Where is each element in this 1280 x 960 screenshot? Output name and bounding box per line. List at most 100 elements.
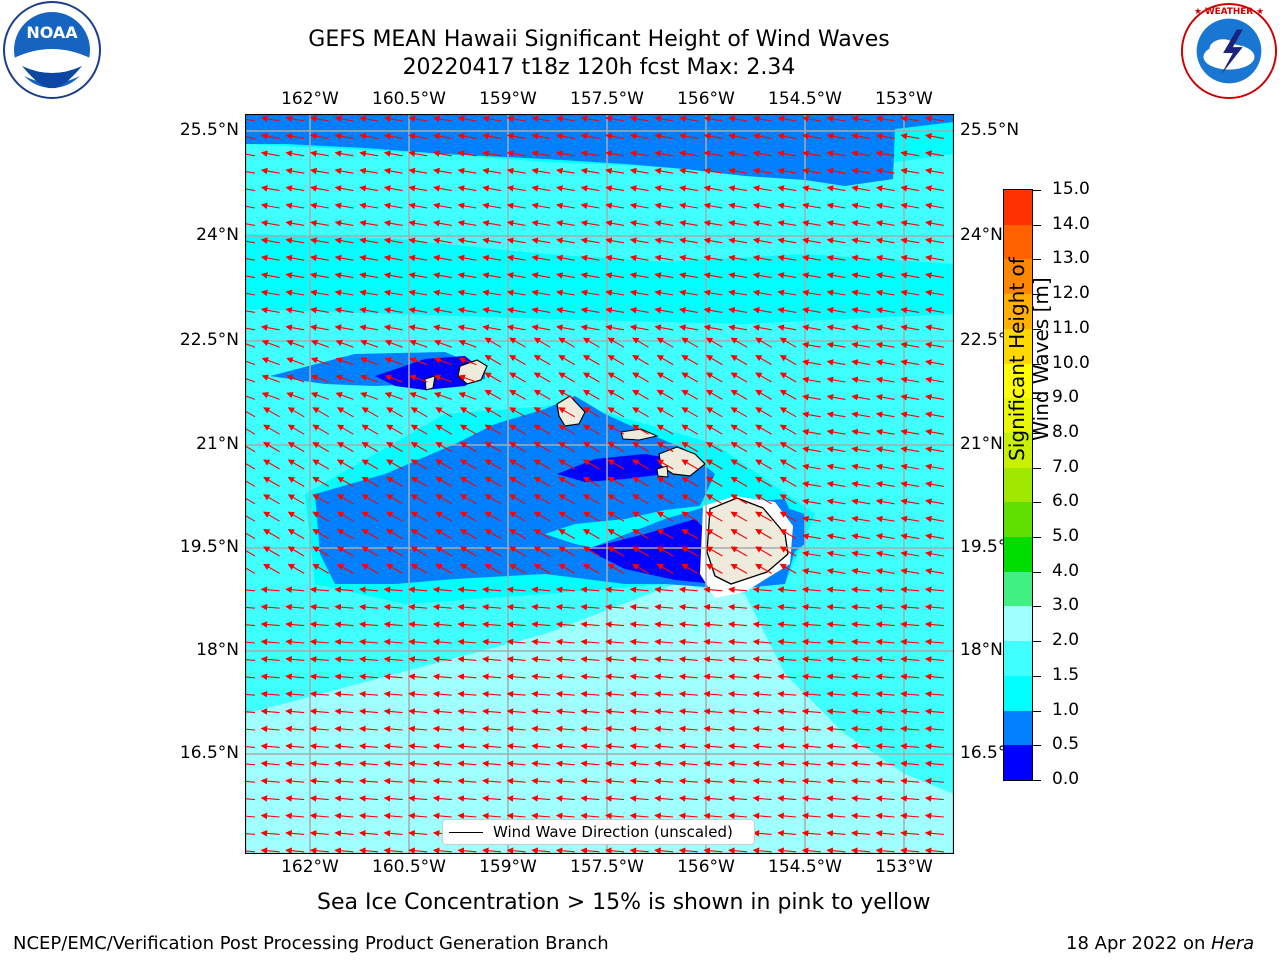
wind-wave-arrow: [629, 185, 649, 192]
wind-wave-arrow: [285, 708, 305, 715]
wind-wave-arrow: [506, 656, 526, 663]
wind-wave-arrow: [260, 621, 280, 628]
wind-wave-arrow: [605, 289, 625, 297]
wind-wave-arrow: [383, 603, 403, 611]
wind-wave-arrow: [312, 407, 330, 418]
wind-wave-arrow: [779, 511, 797, 522]
wind-wave-arrow: [531, 202, 551, 210]
wind-wave-arrow: [506, 586, 526, 593]
wind-wave-arrow: [705, 372, 723, 383]
colorbar-tick-label: 8.0: [1052, 421, 1080, 442]
wind-wave-arrow: [334, 115, 354, 123]
wind-wave-arrow: [728, 202, 748, 210]
wind-wave-arrow: [605, 132, 625, 140]
wind-wave-arrow: [801, 638, 821, 646]
wind-wave-arrow: [481, 621, 502, 628]
wind-wave-arrow: [260, 237, 280, 244]
wind-wave-arrow: [632, 511, 649, 522]
wind-wave-arrow: [558, 459, 576, 470]
wind-wave-arrow: [801, 393, 821, 401]
wind-wave-arrow: [558, 494, 576, 505]
wind-wave-arrow: [580, 132, 600, 140]
wind-wave-arrow: [334, 324, 354, 331]
wind-wave-arrow: [408, 743, 428, 750]
wind-wave-arrow: [728, 272, 748, 279]
wind-wave-arrow: [309, 656, 329, 663]
wind-wave-arrow: [728, 167, 748, 175]
wind-wave-arrow: [678, 185, 698, 192]
wind-wave-arrow: [558, 424, 576, 435]
wind-wave-arrow: [555, 708, 575, 715]
wind-wave-arrow: [681, 337, 699, 348]
legend-line-swatch: [449, 832, 483, 833]
wind-wave-arrow: [801, 498, 821, 505]
wind-wave-arrow: [336, 563, 354, 574]
wind-wave-arrow: [312, 529, 330, 540]
wind-wave-arrow: [924, 150, 944, 157]
wind-wave-arrow: [531, 219, 551, 227]
wind-wave-arrow: [605, 150, 625, 157]
wind-wave-arrow: [555, 656, 575, 663]
wind-wave-arrow: [604, 725, 625, 733]
wind-wave-arrow: [531, 586, 551, 593]
wind-wave-arrow: [777, 656, 797, 663]
wind-wave-arrow: [555, 289, 575, 297]
wind-wave-arrow: [875, 690, 895, 698]
wind-wave-arrow: [851, 411, 871, 418]
wind-wave-arrow: [285, 586, 305, 593]
wind-wave-arrow: [245, 424, 256, 435]
wind-wave-arrow: [260, 690, 280, 698]
wind-wave-arrow: [410, 494, 428, 505]
wind-wave-arrow: [851, 393, 871, 401]
wind-wave-arrow: [826, 515, 846, 523]
wind-wave-arrow: [678, 621, 698, 628]
wind-wave-arrow: [777, 115, 797, 123]
wind-wave-arrow: [607, 389, 625, 400]
wind-wave-arrow: [582, 355, 600, 366]
wind-wave-arrow: [728, 237, 748, 244]
wind-wave-arrow: [924, 708, 944, 715]
wind-wave-arrow: [875, 708, 895, 715]
wind-wave-arrow: [924, 498, 944, 505]
wind-wave-arrow: [654, 708, 674, 715]
colorbar-segment: [1004, 710, 1032, 746]
wind-wave-arrow: [580, 219, 600, 227]
wind-wave-arrow: [924, 567, 944, 575]
wind-wave-arrow: [263, 476, 280, 487]
wind-wave-arrow: [875, 621, 895, 628]
wind-wave-arrow: [924, 167, 944, 175]
wind-wave-arrow: [900, 533, 920, 540]
wind-wave-arrow: [607, 459, 625, 470]
wind-wave-arrow: [482, 150, 502, 157]
wind-wave-arrow: [900, 567, 920, 575]
wind-wave-arrow: [386, 511, 403, 522]
wind-wave-arrow: [358, 725, 379, 733]
wind-wave-arrow: [777, 219, 797, 227]
wind-wave-arrow: [777, 673, 797, 680]
wind-wave-arrow: [582, 529, 600, 540]
wind-wave-arrow: [383, 272, 403, 279]
wind-wave-arrow: [555, 219, 575, 227]
wind-wave-arrow: [334, 621, 354, 628]
wind-wave-arrow: [482, 167, 502, 175]
wind-wave-arrow: [629, 586, 649, 593]
wind-wave-arrow: [245, 529, 256, 540]
wind-wave-arrow: [703, 219, 723, 227]
wind-wave-arrow: [558, 529, 576, 540]
wind-wave-arrow: [681, 424, 699, 435]
wind-wave-arrow: [678, 167, 698, 175]
wind-wave-arrow: [728, 289, 748, 297]
wind-wave-arrow: [826, 428, 846, 436]
wind-wave-arrow: [629, 638, 649, 646]
wind-wave-arrow: [506, 306, 526, 314]
wind-wave-arrow: [383, 150, 403, 157]
wind-wave-arrow: [359, 324, 379, 331]
wind-wave-arrow: [285, 324, 305, 331]
wind-wave-arrow: [531, 272, 551, 279]
wind-wave-arrow: [263, 424, 280, 435]
wind-wave-arrow: [924, 586, 944, 593]
wind-wave-arrow: [703, 708, 723, 715]
wind-wave-arrow: [410, 476, 428, 487]
wind-wave-arrow: [358, 603, 379, 611]
wind-wave-arrow: [605, 272, 625, 279]
